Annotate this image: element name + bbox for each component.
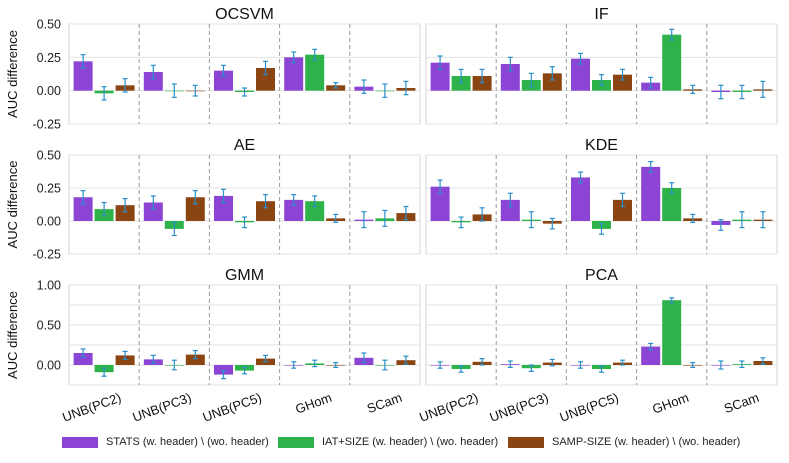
ylabel-gmm: AUC difference xyxy=(5,291,20,379)
panel-title-if: IF xyxy=(594,6,608,23)
bar-ocsvm-s2-g2 xyxy=(256,68,275,91)
xtick-gmm-3: GHom xyxy=(293,390,333,417)
bar-if-s1-g0 xyxy=(451,76,471,91)
bar-kde-s0-g3 xyxy=(641,166,661,221)
bar-gmm-s2-g1 xyxy=(185,354,205,365)
xtick-pca-2: UNB(PC5) xyxy=(558,390,621,425)
panel-frame-ocsvm xyxy=(68,23,421,125)
bar-ocsvm-s0-g0 xyxy=(73,61,93,91)
xtick-pca-4: SCam xyxy=(722,390,761,416)
bar-kde-s1-g3 xyxy=(662,188,682,221)
bar-if-s2-g0 xyxy=(472,76,492,91)
bar-if-s0-g0 xyxy=(430,62,450,91)
bar-kde-s0-g2 xyxy=(571,177,590,221)
xtick-gmm-0: UNB(PC2) xyxy=(60,390,123,425)
xtick-gmm-2: UNB(PC5) xyxy=(201,390,264,425)
panel-frame-if xyxy=(425,23,778,125)
bar-ocsvm-s1-g3 xyxy=(305,54,325,91)
bar-ae-s2-g0 xyxy=(115,205,135,221)
panel-title-kde: KDE xyxy=(585,137,618,154)
ytick-gmm-2: 0.00 xyxy=(37,359,61,373)
legend-item-stats: STATS (w. header) \ (wo. header) xyxy=(62,436,269,448)
bar-gmm-s0-g2 xyxy=(214,365,233,375)
ytick-gmm-0: 1.00 xyxy=(37,279,61,293)
bar-if-s1-g3 xyxy=(662,34,682,91)
legend-swatch-iat-size xyxy=(278,436,314,448)
legend-label-iat-size: IAT+SIZE (w. header) \ (wo. header) xyxy=(322,436,499,448)
bar-ae-s1-g3 xyxy=(305,201,325,221)
legend-item-samp-size: SAMP-SIZE (w. header) \ (wo. header) xyxy=(508,436,740,448)
panel-title-pca: PCA xyxy=(585,267,618,284)
xtick-pca-1: UNB(PC3) xyxy=(487,390,550,425)
ytick-ae-2: 0.00 xyxy=(37,215,61,229)
legend-label-samp-size: SAMP-SIZE (w. header) \ (wo. header) xyxy=(552,436,741,448)
bar-ae-s2-g1 xyxy=(185,197,205,221)
bar-ae-s0-g1 xyxy=(143,202,163,221)
xtick-pca-3: GHom xyxy=(650,390,690,417)
bar-kde-s2-g2 xyxy=(613,199,632,221)
legend-item-iat-size: IAT+SIZE (w. header) \ (wo. header) xyxy=(278,436,498,448)
xtick-gmm-4: SCam xyxy=(365,390,404,416)
ylabel-ocsvm: AUC difference xyxy=(5,30,20,118)
ytick-gmm-1: 0.50 xyxy=(37,319,61,333)
panel-frame-ae xyxy=(68,154,421,255)
legend-swatch-stats xyxy=(62,436,98,448)
xtick-pca-0: UNB(PC2) xyxy=(417,390,480,425)
ytick-ocsvm-2: 0.00 xyxy=(37,84,61,98)
bar-ocsvm-s0-g1 xyxy=(143,72,163,91)
bar-ae-s0-g2 xyxy=(214,195,233,221)
panel-title-gmm: GMM xyxy=(225,267,264,284)
ytick-ae-3: -0.25 xyxy=(33,248,62,262)
bar-if-s2-g2 xyxy=(613,74,632,91)
panel-title-ocsvm: OCSVM xyxy=(215,6,274,23)
figure: OCSVM 0.50 0.25 0.00 -0.25 AUC difference IF AE… xyxy=(5,6,778,425)
panel-title-ae: AE xyxy=(234,137,255,154)
legend-swatch-samp-size xyxy=(508,436,544,448)
bar-if-s0-g2 xyxy=(571,58,590,91)
bar-ae-s0-g3 xyxy=(284,199,304,221)
ytick-ocsvm-1: 0.25 xyxy=(37,51,61,65)
ylabel-ae: AUC difference xyxy=(5,161,20,249)
legend: STATS (w. header) \ (wo. header) IAT+SIZ… xyxy=(0,432,789,456)
ytick-ocsvm-0: 0.50 xyxy=(37,18,61,32)
ytick-ocsvm-3: -0.25 xyxy=(33,118,62,132)
bar-kde-s0-g0 xyxy=(430,186,450,221)
bar-ocsvm-s0-g2 xyxy=(214,70,233,91)
bar-ocsvm-s0-g3 xyxy=(284,57,304,91)
bar-gmm-s0-g0 xyxy=(73,353,93,365)
ytick-ae-0: 0.50 xyxy=(37,149,61,163)
xtick-gmm-1: UNB(PC3) xyxy=(130,390,193,425)
legend-label-stats: STATS (w. header) \ (wo. header) xyxy=(106,436,269,448)
bar-ae-s2-g2 xyxy=(256,201,275,221)
bar-if-s0-g1 xyxy=(500,64,520,91)
bar-pca-s1-g3 xyxy=(662,300,682,365)
panel-frame-kde xyxy=(425,154,778,255)
bar-ae-s0-g0 xyxy=(73,197,93,221)
bar-if-s2-g1 xyxy=(542,73,562,91)
ytick-ae-1: 0.25 xyxy=(37,182,61,196)
bar-gmm-s2-g0 xyxy=(115,355,135,365)
bar-kde-s0-g1 xyxy=(500,199,520,221)
bar-pca-s0-g3 xyxy=(641,346,661,365)
